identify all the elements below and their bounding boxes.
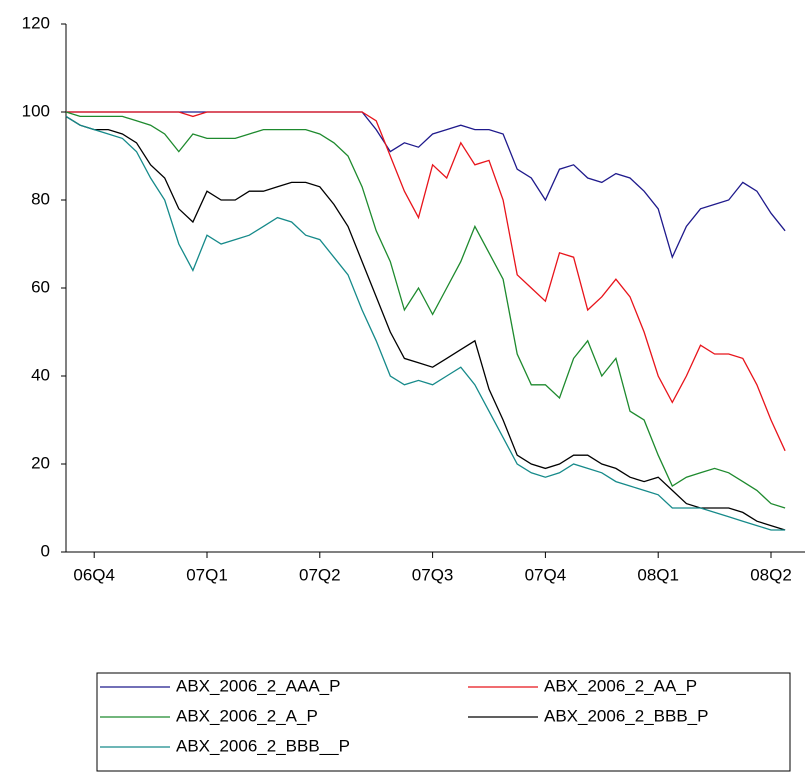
- x-tick-label: 07Q1: [186, 565, 228, 584]
- series-line: [65, 111, 786, 509]
- x-tick-label: 07Q2: [299, 565, 341, 584]
- y-tick-label: 100: [22, 101, 50, 120]
- series-line: [65, 115, 786, 531]
- y-tick-label: 60: [31, 277, 50, 296]
- x-tick-label: 08Q2: [750, 565, 792, 584]
- y-tick-label: 120: [22, 13, 50, 32]
- y-tick-label: 80: [31, 189, 50, 208]
- y-tick-label: 20: [31, 453, 50, 472]
- series-line: [65, 115, 786, 531]
- legend-label: ABX_2006_2_A_P: [176, 706, 318, 725]
- x-tick-label: 08Q1: [637, 565, 679, 584]
- series-line: [66, 111, 786, 260]
- legend-label: ABX_2006_2_BBB_P: [544, 706, 708, 725]
- series-line: [66, 111, 786, 452]
- legend-label: ABX_2006_2_BBB__P: [176, 736, 350, 755]
- legend-label: ABX_2006_2_AA_P: [544, 676, 697, 695]
- legend-label: ABX_2006_2_AAA_P: [176, 676, 340, 695]
- x-tick-label: 07Q3: [412, 565, 454, 584]
- legend-box: [96, 672, 791, 772]
- y-tick-label: 40: [31, 365, 50, 384]
- x-tick-label: 07Q4: [525, 565, 567, 584]
- x-tick-label: 06Q4: [73, 565, 115, 584]
- y-tick-label: 0: [41, 541, 50, 560]
